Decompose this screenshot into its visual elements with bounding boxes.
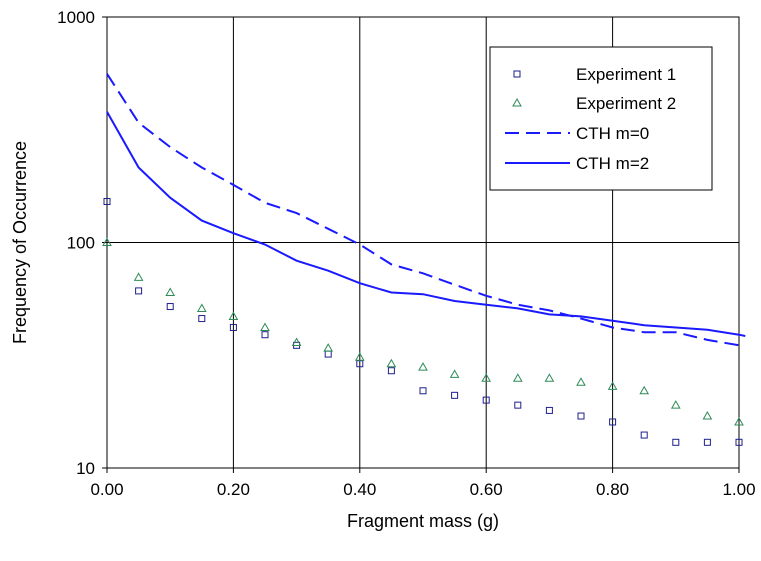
- data-point-triangle: [544, 373, 555, 382]
- data-point-square: [261, 331, 269, 339]
- series-3: [106, 111, 746, 337]
- data-point-square: [324, 350, 332, 358]
- y-tick-label: 1000: [57, 8, 95, 27]
- y-axis-label: Frequency of Occurrence: [10, 141, 30, 344]
- legend-swatch-marker: [512, 97, 522, 107]
- legend-label: Experiment 1: [576, 65, 676, 84]
- y-tick-label: 10: [76, 459, 95, 478]
- data-point-triangle: [670, 400, 681, 409]
- series-line-dashed: [106, 73, 740, 347]
- data-point-triangle: [386, 358, 397, 368]
- x-tick-label: 0.80: [596, 480, 629, 499]
- data-point-square: [166, 303, 174, 311]
- legend-swatch-marker: [513, 70, 521, 78]
- legend-label: Experiment 2: [576, 94, 676, 113]
- data-point-square: [482, 396, 490, 404]
- data-point-triangle: [449, 369, 460, 378]
- data-point-square: [672, 438, 680, 446]
- data-point-triangle: [260, 322, 270, 331]
- data-point-triangle: [734, 416, 744, 426]
- legend: Experiment 1 Experiment 2 CTH m=0 CTH m=2: [489, 46, 713, 191]
- data-point-triangle: [354, 352, 365, 361]
- data-point-square: [229, 323, 237, 331]
- data-point-square: [545, 406, 553, 414]
- data-point-triangle: [228, 311, 239, 320]
- data-point-triangle: [702, 411, 713, 420]
- legend-label: CTH m=0: [576, 124, 649, 143]
- data-point-square: [451, 391, 459, 399]
- series-0: [103, 197, 743, 446]
- y-tick-label: 100: [67, 234, 95, 253]
- data-point-square: [640, 431, 648, 439]
- data-point-triangle: [418, 362, 428, 371]
- data-point-square: [609, 418, 617, 426]
- data-point-triangle: [607, 381, 618, 390]
- series-2: [106, 73, 740, 347]
- plot-area: [106, 16, 740, 469]
- data-point-square: [514, 401, 522, 409]
- data-point-triangle: [512, 373, 523, 382]
- data-point-square: [703, 438, 711, 446]
- data-point-square: [387, 367, 395, 375]
- data-point-triangle: [165, 287, 176, 297]
- x-tick-label: 0.20: [217, 480, 250, 499]
- x-tick-label: 1.00: [722, 480, 755, 499]
- data-point-triangle: [291, 337, 302, 347]
- data-point-triangle: [481, 373, 492, 382]
- series-line-solid: [106, 111, 746, 337]
- tick-labels: 0.00 0.20 0.40 0.60 0.80 1.00 10 100 1000: [57, 8, 755, 499]
- data-point-triangle: [102, 237, 112, 246]
- data-point-square: [103, 197, 111, 205]
- x-axis-label: Fragment mass (g): [347, 511, 499, 531]
- data-point-triangle: [576, 377, 586, 386]
- data-point-triangle: [133, 272, 144, 281]
- x-tick-label: 0.40: [343, 480, 376, 499]
- data-point-square: [735, 438, 743, 446]
- x-tick-label: 0.60: [470, 480, 503, 499]
- legend-label: CTH m=2: [576, 154, 649, 173]
- chart-marks: [102, 73, 746, 446]
- data-point-square: [356, 360, 364, 368]
- data-point-square: [135, 287, 143, 295]
- data-point-square: [198, 315, 206, 323]
- data-point-square: [419, 387, 427, 395]
- legend-box: [489, 46, 713, 191]
- data-point-triangle: [639, 385, 650, 395]
- series-1: [102, 237, 744, 426]
- data-point-triangle: [196, 303, 207, 312]
- data-point-triangle: [323, 343, 334, 352]
- data-point-square: [577, 412, 585, 420]
- x-tick-label: 0.00: [90, 480, 123, 499]
